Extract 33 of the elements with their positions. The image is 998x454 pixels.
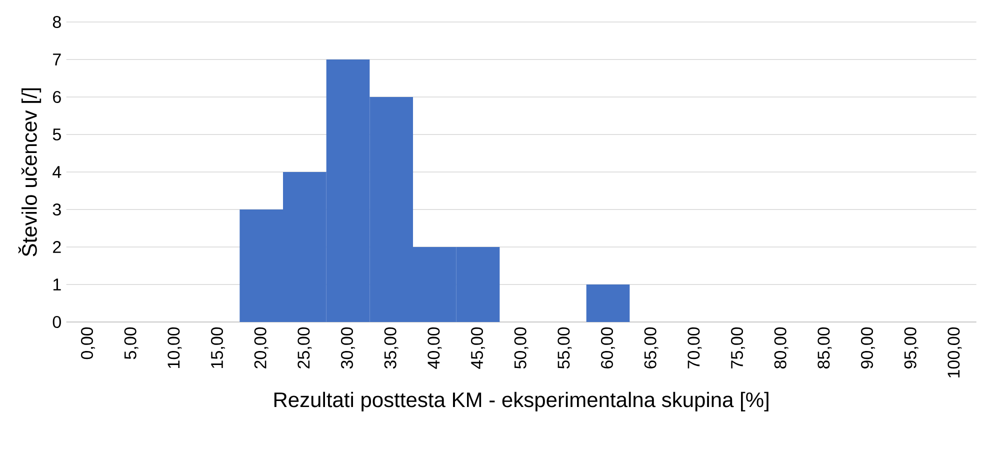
- y-tick-label: 6: [53, 90, 61, 104]
- y-tick-label: 3: [52, 203, 61, 216]
- x-tick-label: 85,00: [818, 327, 832, 369]
- x-axis-title: Rezultati posttesta KM - eksperimentalna skupina [%]: [274, 392, 768, 412]
- x-tick-label: 95,00: [904, 327, 918, 368]
- x-tick-label: 20,00: [254, 327, 268, 368]
- x-tick-label: 35,00: [384, 327, 398, 369]
- y-axis-title: Število učencev [/]: [18, 88, 42, 256]
- x-tick-label: 70,00: [688, 327, 702, 368]
- x-tick-label: 10,00: [168, 327, 182, 368]
- x-tick-label: 60,00: [600, 327, 616, 368]
- y-tick-label: 1: [53, 278, 61, 290]
- x-tick-label: 5,00: [124, 327, 138, 360]
- x-tick-label: 45,00: [470, 327, 486, 369]
- y-tick-label: 0: [52, 316, 61, 328]
- x-tick-label: 40,00: [428, 327, 442, 369]
- x-tick-label: 90,00: [860, 327, 876, 368]
- x-tick-label: 50,00: [514, 327, 528, 369]
- bar: [586, 284, 630, 322]
- x-tick-label: 0,00: [80, 327, 96, 360]
- x-tick-label: 100,00: [948, 327, 962, 378]
- y-tick-label: 5: [52, 128, 61, 140]
- x-tick-label: 30,00: [340, 327, 356, 369]
- x-tick-label: 80,00: [774, 327, 788, 369]
- x-tick-label: 75,00: [730, 327, 746, 368]
- y-tick-label: 7: [53, 54, 61, 66]
- x-tick-label: 55,00: [558, 327, 572, 369]
- x-tick-label: 25,00: [298, 327, 312, 368]
- y-tick-label: 4: [52, 166, 62, 178]
- y-tick-label: 8: [52, 16, 61, 28]
- x-tick-label: 15,00: [210, 327, 226, 368]
- x-tick-label: 65,00: [644, 327, 658, 368]
- y-tick-label: 2: [53, 241, 61, 253]
